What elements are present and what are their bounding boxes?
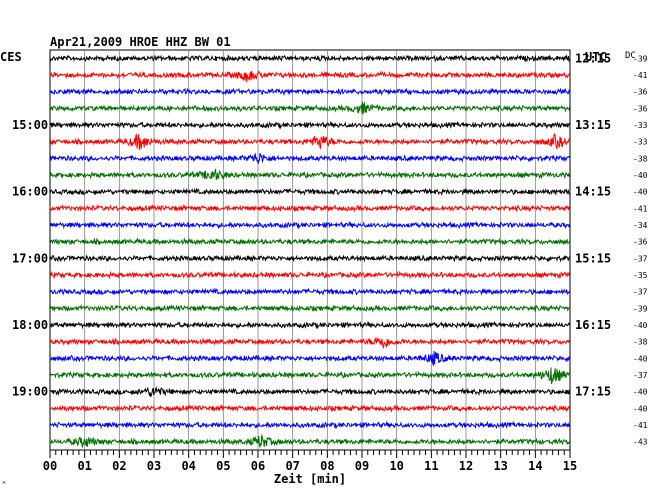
x-tick-label: 13 [493, 459, 507, 473]
dc-offset-label: -36 [633, 238, 648, 247]
label-layer: 15:00 16:00 17:00 18:00 19:00 12:15 13:15 14:15… [12, 51, 648, 446]
x-tick-label: 05 [216, 459, 230, 473]
dc-offset-label: -37 [633, 254, 648, 263]
corner-mark: ^ [2, 481, 6, 489]
trace-row-18 [49, 350, 571, 367]
dc-offset-label: -38 [633, 154, 648, 163]
dc-offset-label: -36 [633, 104, 648, 113]
dc-offset-label: -36 [633, 88, 648, 97]
right-hour-label: 17:15 [575, 385, 611, 399]
dc-offset-label: -41 [633, 71, 648, 80]
trace-row-4 [49, 120, 571, 130]
x-tick-label: 03 [147, 459, 161, 473]
trace-row-22 [49, 420, 571, 430]
trace-row-11 [49, 237, 571, 246]
trace-row-13 [49, 270, 571, 280]
trace-row-14 [49, 287, 571, 297]
left-hour-label: 19:00 [12, 385, 48, 399]
dc-offset-label: -40 [633, 171, 648, 180]
x-tick-label: 10 [389, 459, 403, 473]
x-tick-label: 01 [77, 459, 91, 473]
right-hour-label: 12:15 [575, 51, 611, 65]
trace-row-8 [49, 187, 570, 197]
dc-offset-label: -33 [633, 138, 648, 147]
right-hour-label: 13:15 [575, 118, 611, 132]
dc-offset-label: -39 [633, 54, 648, 63]
trace-row-7 [49, 168, 571, 181]
dc-offset-label: -41 [633, 421, 648, 430]
left-hour-label: 15:00 [12, 118, 48, 132]
chart-title: Apr21,2009 HROE HHZ BW 01 [50, 35, 231, 49]
x-tick-label: 15 [563, 459, 577, 473]
left-hour-label: 18:00 [12, 318, 48, 332]
trace-row-19 [49, 367, 570, 385]
trace-row-16 [49, 320, 571, 330]
dc-offset-label: -40 [633, 321, 648, 330]
x-axis: 00 01 02 03 04 05 06 07 08 09 10 11 12 13 14 15 [43, 450, 577, 473]
trace-row-21 [49, 403, 571, 413]
trace-row-1 [49, 70, 571, 83]
dc-offset-label: -40 [633, 404, 648, 413]
x-tick-label: 09 [355, 459, 369, 473]
trace-row-5 [49, 133, 570, 150]
dc-offset-label: -43 [633, 438, 648, 447]
x-tick-label: 07 [285, 459, 299, 473]
dc-label: DC [625, 51, 636, 61]
dc-offset-label: -38 [633, 338, 648, 347]
dc-offset-label: -40 [633, 188, 648, 197]
x-tick-label: 12 [459, 459, 473, 473]
left-hour-label: 16:00 [12, 185, 48, 199]
trace-row-6 [49, 152, 571, 164]
x-tick-label: 00 [43, 459, 57, 473]
right-hour-label: 16:15 [575, 318, 611, 332]
dc-offset-label: -34 [633, 221, 648, 230]
x-tick-label: 11 [424, 459, 438, 473]
dc-offset-label: -37 [633, 288, 648, 297]
right-hour-label: 14:15 [575, 185, 611, 199]
dc-offset-label: -41 [633, 204, 648, 213]
right-hour-label: 15:15 [575, 251, 611, 265]
dc-offset-label: -33 [633, 121, 648, 130]
dc-offset-label: -35 [633, 271, 648, 280]
trace-row-10 [49, 220, 571, 230]
x-tick-label: 02 [112, 459, 126, 473]
trace-row-12 [49, 254, 571, 263]
x-tick-label: 08 [320, 459, 334, 473]
left-hour-label: 17:00 [12, 251, 48, 265]
trace-row-15 [49, 303, 570, 313]
dc-offset-label: -40 [633, 388, 648, 397]
right-timezone-label: UTC [585, 50, 607, 64]
trace-row-2 [49, 87, 571, 97]
x-tick-label: 06 [251, 459, 265, 473]
x-tick-label: 14 [528, 459, 542, 473]
trace-row-17 [49, 337, 570, 350]
dc-offset-label: -39 [633, 304, 648, 313]
x-axis-label: Zeit [min] [274, 472, 346, 486]
x-tick-label: 04 [181, 459, 195, 473]
trace-row-23 [49, 433, 570, 449]
left-timezone-label: CES [0, 50, 22, 64]
trace-row-3 [49, 101, 571, 115]
dc-offset-label: -40 [633, 354, 648, 363]
trace-layer [49, 53, 571, 449]
dc-offset-label: -37 [633, 371, 648, 380]
trace-row-9 [49, 203, 571, 213]
trace-row-0 [49, 53, 571, 63]
grid-layer [84, 50, 536, 450]
trace-row-20 [49, 385, 571, 397]
